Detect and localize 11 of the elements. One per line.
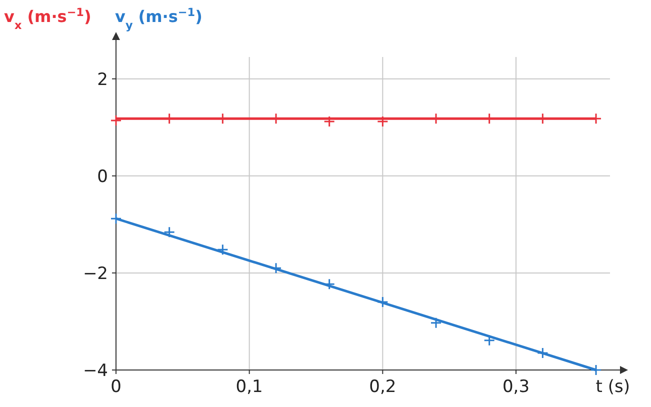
y-tick-label: −4 (82, 361, 108, 381)
text: v$_{y}$ (m·s$^{−1}$) (115, 6, 202, 32)
x-tick-label: 0,3 (502, 377, 530, 397)
text: v$_{x}$ (m·s$^{−1}$) (4, 6, 92, 32)
x-axis-title: t (s) (596, 377, 630, 397)
y-tick-label: −2 (82, 264, 108, 284)
x-tick-label: 0,2 (369, 377, 396, 397)
y-tick-label: 2 (97, 70, 108, 90)
x-tick-label: 0,1 (236, 377, 263, 397)
y-tick-label: 0 (97, 166, 108, 187)
x-tick-label: 0 (110, 377, 122, 397)
